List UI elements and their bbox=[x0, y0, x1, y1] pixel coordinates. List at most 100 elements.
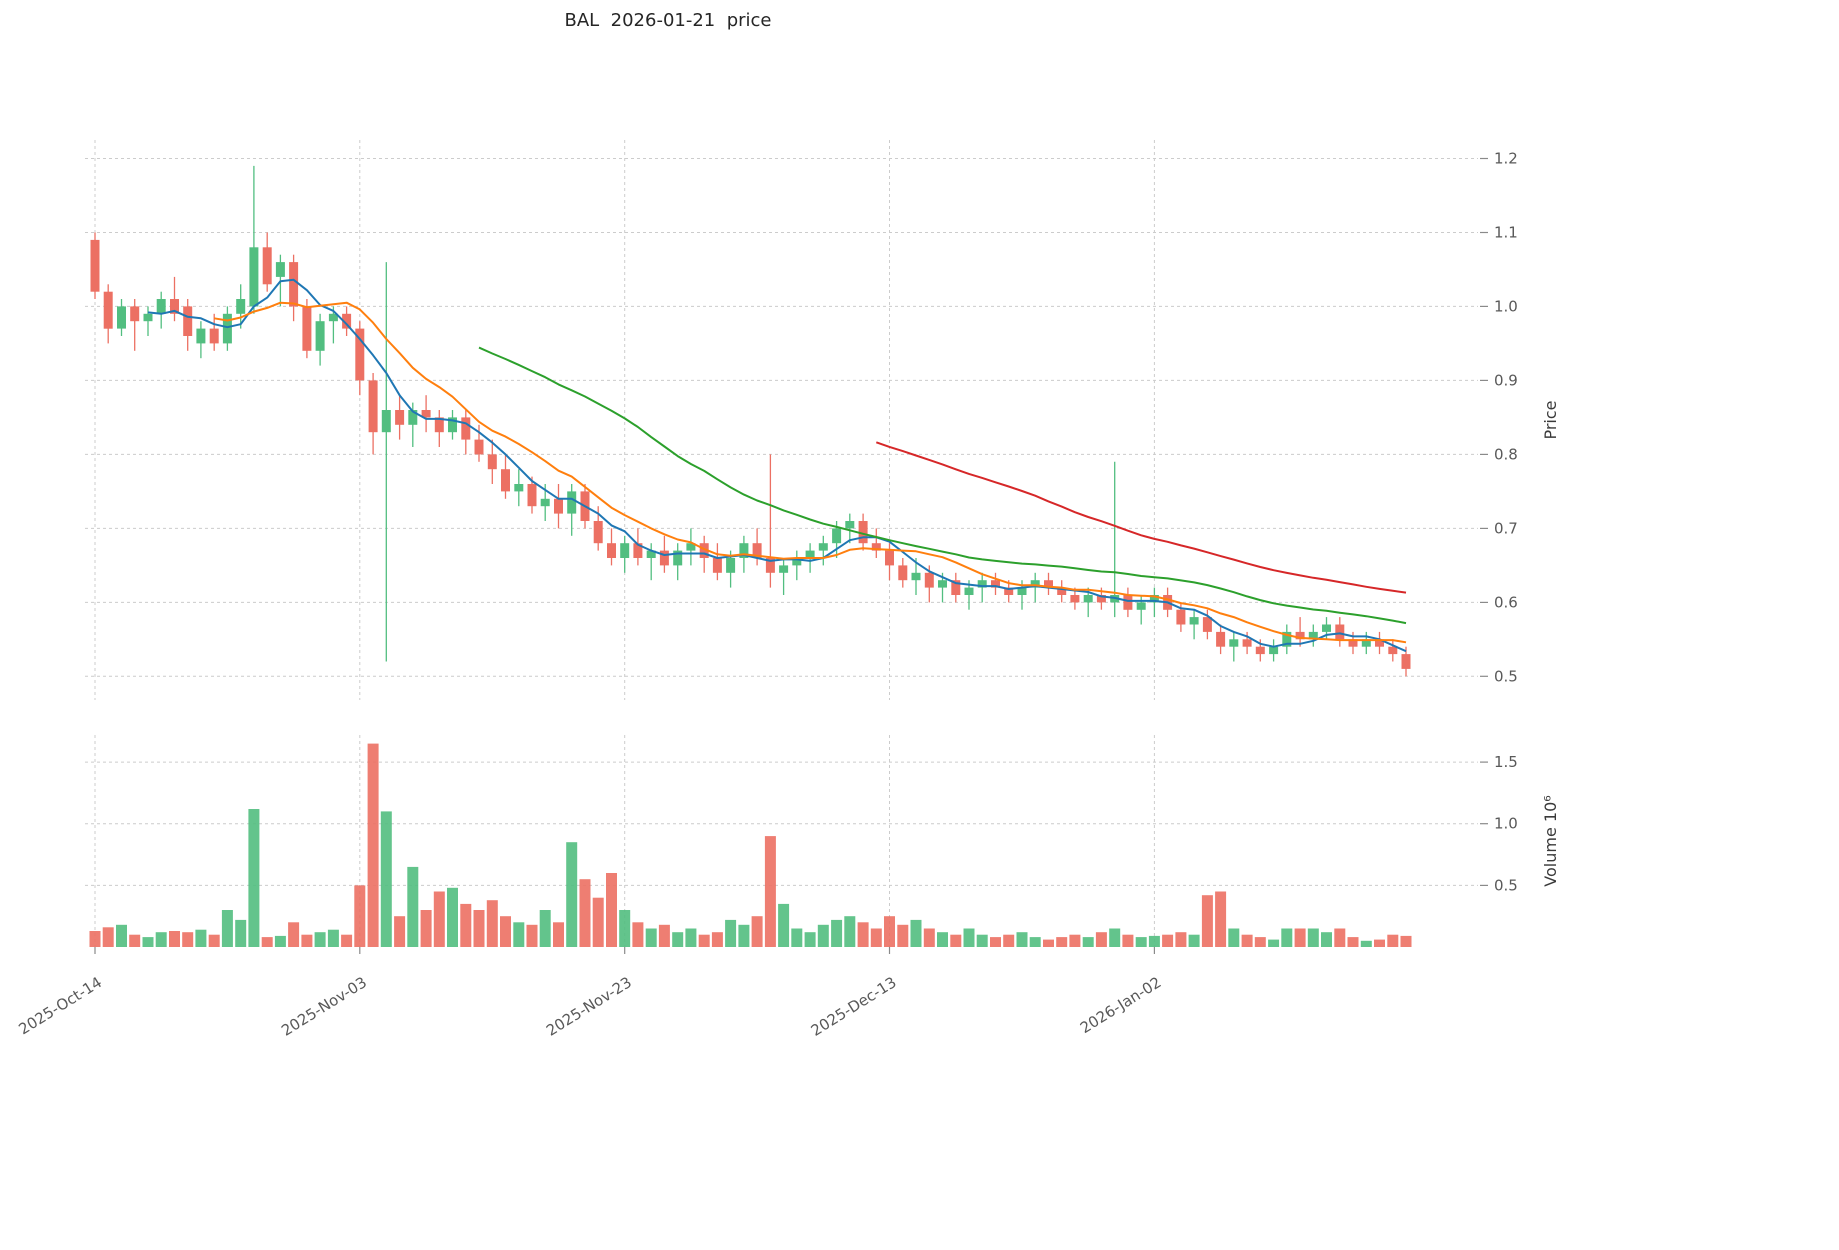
candle-body bbox=[249, 247, 259, 307]
candle-body bbox=[130, 306, 140, 322]
candle-body bbox=[222, 313, 232, 344]
candle-body bbox=[434, 417, 444, 433]
price-tick-label: 1.1 bbox=[1494, 224, 1518, 242]
volume-bar bbox=[1374, 939, 1385, 947]
volume-bar bbox=[380, 811, 392, 947]
candle-body bbox=[448, 417, 457, 433]
candle-body bbox=[686, 543, 696, 551]
candle-body bbox=[143, 313, 153, 322]
candle-body bbox=[501, 469, 510, 492]
date-tick-label: 2025-Nov-03 bbox=[278, 973, 370, 1040]
volume-bar bbox=[645, 928, 657, 947]
candle-body bbox=[739, 543, 749, 558]
candle-wicks bbox=[94, 165, 1407, 677]
ma10-line bbox=[214, 301, 1407, 644]
volume-bar bbox=[606, 873, 617, 947]
volume-bar bbox=[473, 910, 485, 947]
volume-bar bbox=[539, 910, 551, 947]
candle-body bbox=[845, 521, 855, 529]
candle-body bbox=[659, 550, 669, 566]
candle-body bbox=[1136, 602, 1146, 610]
volume-bar bbox=[884, 916, 895, 947]
volume-bar bbox=[1241, 934, 1253, 947]
candle-body bbox=[196, 328, 206, 344]
candle-body bbox=[712, 558, 722, 573]
candle-body bbox=[620, 543, 630, 558]
candle-body bbox=[170, 299, 179, 314]
volume-bar bbox=[89, 931, 101, 947]
volume-bar bbox=[1056, 937, 1068, 947]
candle-body bbox=[117, 306, 126, 329]
volume-bar bbox=[1281, 928, 1293, 947]
price-tick-label: 0.8 bbox=[1494, 445, 1518, 463]
volume-bar bbox=[778, 903, 790, 947]
volume-bar bbox=[963, 928, 975, 947]
date-tick-label: 2025-Nov-23 bbox=[543, 973, 635, 1040]
volume-bar bbox=[460, 903, 472, 947]
candle-body bbox=[567, 491, 577, 514]
volume-bar bbox=[129, 934, 141, 947]
volume-bar bbox=[1135, 937, 1147, 947]
volume-bar bbox=[990, 937, 1001, 947]
volume-bar bbox=[672, 932, 684, 947]
candle-body bbox=[474, 439, 484, 455]
volume-bar bbox=[1162, 934, 1174, 947]
candle-body bbox=[1308, 631, 1318, 640]
candle-body bbox=[156, 299, 166, 314]
volume-bar bbox=[1043, 939, 1054, 947]
volume-bar bbox=[394, 916, 406, 947]
volume-bar bbox=[1321, 932, 1332, 947]
candle-body bbox=[1295, 631, 1305, 640]
volume-bar bbox=[1069, 934, 1081, 947]
candle-body bbox=[752, 543, 762, 558]
volume-bar bbox=[526, 924, 538, 947]
volume-bar bbox=[1095, 932, 1107, 947]
volume-tick-label: 1.5 bbox=[1494, 753, 1518, 771]
candle-body bbox=[1361, 639, 1371, 647]
candle-body bbox=[858, 521, 868, 544]
volume-bar bbox=[910, 919, 922, 947]
volume-bar bbox=[725, 919, 737, 947]
price-tick-label: 1.2 bbox=[1494, 150, 1518, 168]
candle-body bbox=[1282, 631, 1292, 647]
candle-body bbox=[527, 484, 537, 507]
volume-bar bbox=[764, 836, 776, 947]
candle-body bbox=[1189, 617, 1199, 625]
volume-bar bbox=[314, 932, 326, 947]
volume-bar bbox=[1003, 934, 1015, 947]
volume-bar bbox=[751, 916, 763, 947]
candle-body bbox=[461, 417, 471, 440]
volume-bar bbox=[327, 929, 339, 947]
candle-body bbox=[355, 328, 365, 381]
volume-tick-label: 0.5 bbox=[1494, 876, 1518, 894]
volume-bar bbox=[1307, 928, 1319, 947]
volume-bar bbox=[447, 887, 458, 947]
candle-body bbox=[726, 558, 736, 573]
volume-bar bbox=[182, 932, 194, 947]
candle-body bbox=[1335, 624, 1345, 640]
volume-bar bbox=[976, 934, 988, 947]
candle-body bbox=[898, 565, 908, 581]
volume-bar bbox=[870, 928, 882, 947]
candle-body bbox=[779, 565, 789, 573]
ma30-line bbox=[478, 346, 1407, 625]
candle-body bbox=[951, 580, 961, 595]
volume-bar bbox=[897, 924, 909, 947]
volume-bar bbox=[711, 932, 723, 947]
candle-body bbox=[911, 572, 921, 581]
candle-body bbox=[103, 291, 113, 329]
volume-bar bbox=[433, 891, 445, 947]
candle-body bbox=[1070, 595, 1080, 603]
candle-body bbox=[765, 558, 775, 573]
candle-body bbox=[633, 543, 643, 558]
chart-title: BAL 2026-01-21 price bbox=[564, 10, 772, 31]
volume-bar bbox=[1215, 891, 1227, 947]
candle-body bbox=[607, 543, 616, 558]
candle-body bbox=[236, 299, 246, 314]
candle-body bbox=[289, 262, 299, 307]
volume-bar bbox=[950, 934, 962, 947]
candle-body bbox=[342, 313, 352, 329]
volume-bar bbox=[553, 922, 564, 947]
candle-body bbox=[1149, 595, 1159, 603]
volume-bar bbox=[407, 866, 419, 947]
